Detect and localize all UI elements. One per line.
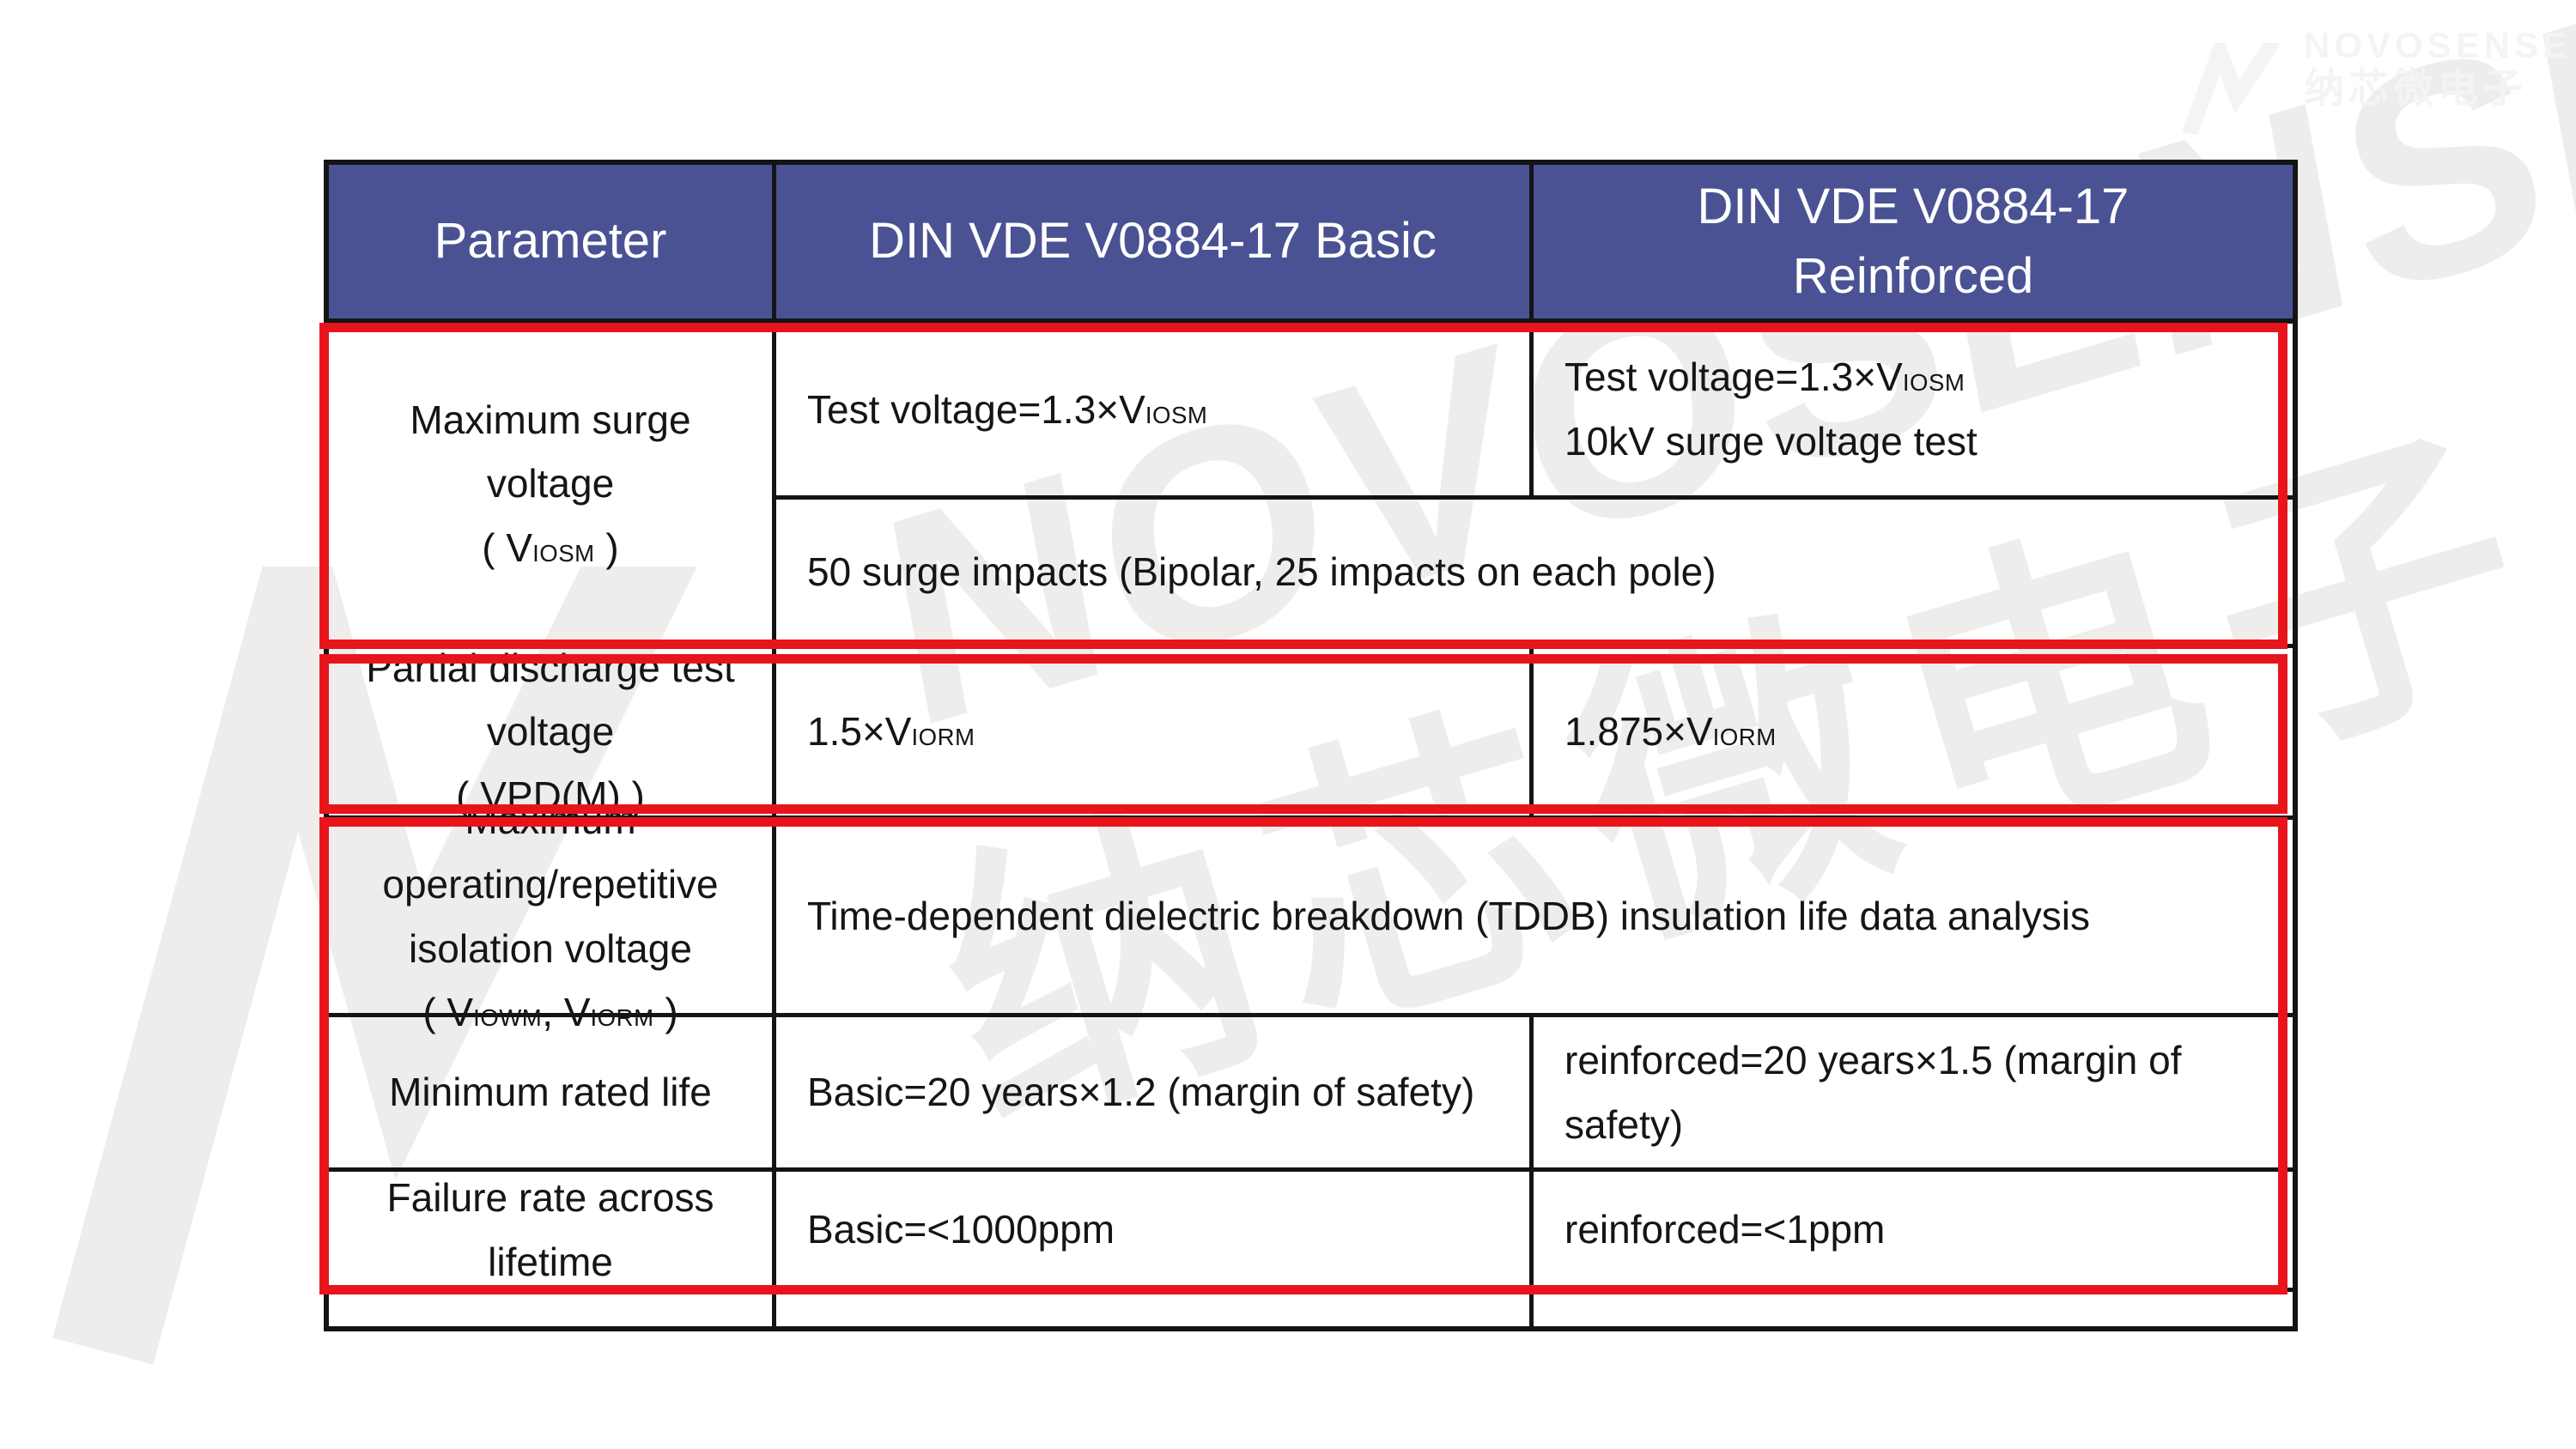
surge-sym-post: ): [594, 524, 619, 570]
rl-reinforced-text: reinforced=20 years×1.5 (margin of safet…: [1564, 1037, 2182, 1147]
row-fr-basic-cell: Basic=<1000ppm: [776, 1172, 1534, 1292]
header-cell-basic: DIN VDE V0884-17 Basic: [776, 165, 1534, 324]
header-basic-text: DIN VDE V0884-17 Basic: [869, 213, 1437, 270]
row-surge-basic-cell: Test voltage=1.3×VIOSM: [776, 324, 1534, 500]
pd-basic-text: 1.5×VIORM: [807, 700, 975, 764]
row-pd-basic-cell: 1.5×VIORM: [776, 648, 1534, 820]
header-reinforced-line2: Reinforced: [1792, 247, 2034, 304]
pd-label-line2: voltage: [486, 709, 615, 755]
surge-reinf-pre: Test voltage=1.3×V: [1564, 355, 1903, 400]
logo-wordmark-cn: 纳芯微电子: [2304, 65, 2527, 112]
pd-reinforced-text: 1.875×VIORM: [1564, 700, 1777, 764]
mo-label-line3: isolation voltage: [409, 925, 692, 971]
row-surge-reinforced-cell: Test voltage=1.3×VIOSM 10kV surge voltag…: [1534, 324, 2293, 500]
surge-reinforced-line1: Test voltage=1.3×VIOSM: [1564, 345, 1965, 409]
surge-merged-text: 50 surge impacts (Bipolar, 25 impacts on…: [807, 549, 1716, 594]
surge-sym-sub: IOSM: [532, 539, 595, 567]
fr-reinforced-text: reinforced=<1ppm: [1564, 1207, 1886, 1252]
novosense-logo: NOVOSENSE 纳芯微电子: [2181, 25, 2572, 136]
logo-text-block: NOVOSENSE 纳芯微电子: [2304, 25, 2572, 112]
surge-label-line1: Maximum surge: [410, 397, 691, 442]
pd-reinf-pre: 1.875×V: [1564, 709, 1713, 755]
surge-basic-sub: IOSM: [1145, 401, 1208, 428]
row-rl-label-cell: Minimum rated life: [329, 1017, 776, 1172]
row-pd-reinforced-cell: 1.875×VIORM: [1534, 648, 2293, 820]
mo-label-line1: Maximum: [465, 797, 636, 843]
logo-wordmark: NOVOSENSE: [2304, 25, 2572, 65]
rl-label-text: Minimum rated life: [389, 1070, 712, 1115]
empty-row-cell-3: [1534, 1292, 2293, 1326]
fr-label-line1: Failure rate across: [386, 1174, 714, 1220]
rl-basic-text: Basic=20 years×1.2 (margin of safety): [807, 1070, 1475, 1115]
header-parameter-text: Parameter: [434, 213, 667, 270]
surge-label-line2: voltage: [486, 461, 615, 506]
empty-row-cell-1: [329, 1292, 776, 1326]
novosense-n-icon: [2181, 43, 2281, 136]
mo-label-line2: operating/repetitive: [382, 861, 719, 906]
surge-sym-pre: ( V: [482, 524, 533, 570]
surge-label-symbol: ( VIOSM ): [482, 516, 618, 580]
surge-basic-text: Test voltage=1.3×VIOSM: [807, 378, 1207, 442]
row-fr-label-cell: Failure rate across lifetime: [329, 1172, 776, 1292]
surge-basic-pre: Test voltage=1.3×V: [807, 386, 1145, 432]
row-rl-basic-cell: Basic=20 years×1.2 (margin of safety): [776, 1017, 1534, 1172]
surge-reinforced-line2: 10kV surge voltage test: [1564, 419, 1978, 464]
fr-basic-text: Basic=<1000ppm: [807, 1207, 1115, 1252]
empty-row-cell-2: [776, 1292, 1534, 1326]
row-mo-merged-cell: Time-dependent dielectric breakdown (TDD…: [776, 820, 2293, 1017]
comparison-table: Parameter DIN VDE V0884-17 Basic DIN VDE…: [324, 160, 2298, 1331]
header-cell-parameter: Parameter: [329, 165, 776, 324]
mo-merged-text: Time-dependent dielectric breakdown (TDD…: [807, 894, 2091, 939]
pd-label-line1: Partial discharge test: [366, 645, 735, 690]
row-rl-reinforced-cell: reinforced=20 years×1.5 (margin of safet…: [1534, 1017, 2293, 1172]
pd-reinf-sub: IORM: [1712, 724, 1777, 751]
surge-reinf-sub: IOSM: [1902, 369, 1965, 397]
row-fr-reinforced-cell: reinforced=<1ppm: [1534, 1172, 2293, 1292]
row-surge-merged-cell: 50 surge impacts (Bipolar, 25 impacts on…: [776, 500, 2293, 648]
row-surge-label-cell: Maximum surge voltage ( VIOSM ): [329, 324, 776, 648]
pd-basic-sub: IORM: [911, 724, 975, 751]
fr-label-line2: lifetime: [488, 1239, 613, 1284]
header-reinforced-line1: DIN VDE V0884-17: [1697, 179, 2129, 235]
header-cell-reinforced: DIN VDE V0884-17 Reinforced: [1534, 165, 2293, 324]
row-mo-label-cell: Maximum operating/repetitive isolation v…: [329, 797, 776, 1034]
pd-basic-pre: 1.5×V: [807, 709, 912, 755]
